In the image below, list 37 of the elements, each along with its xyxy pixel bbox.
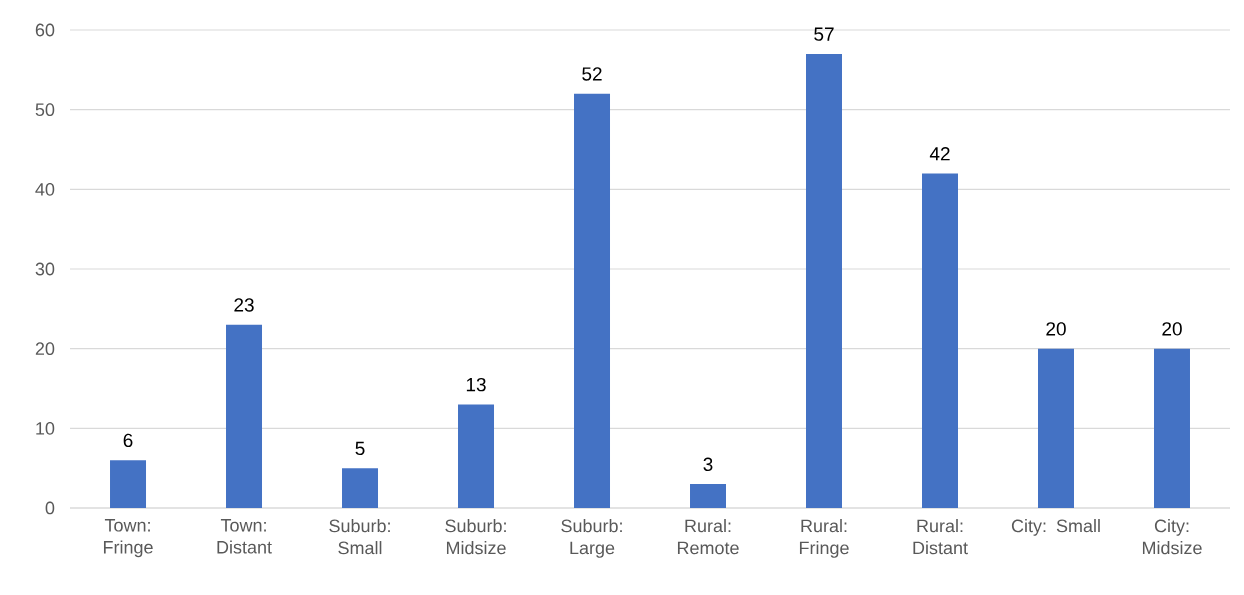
data-label: 13 xyxy=(466,377,486,392)
bar xyxy=(1038,348,1074,508)
y-tick-label: 50 xyxy=(35,103,55,117)
y-tick-label: 10 xyxy=(36,421,55,435)
x-tick-label: Town: Fringe xyxy=(103,519,153,558)
data-label: 57 xyxy=(814,27,834,41)
bar xyxy=(690,484,726,508)
x-tick-label: Rural: Distant xyxy=(913,519,968,555)
x-tick-label: Suburb: Midsize xyxy=(445,519,506,555)
bar xyxy=(806,53,842,508)
bar xyxy=(342,468,379,508)
bar xyxy=(110,460,147,508)
data-label: 5 xyxy=(355,441,365,456)
data-label: 20 xyxy=(1046,322,1066,336)
y-tick-label: 30 xyxy=(35,262,55,276)
x-tick-label: Rural: Fringe xyxy=(799,519,849,558)
bar xyxy=(226,324,263,508)
y-tick-label: 20 xyxy=(35,342,55,356)
x-tick-label: City: Midsize xyxy=(1142,519,1202,555)
x-tick-label: Suburb: Small xyxy=(329,519,390,555)
y-tick-label: 40 xyxy=(35,182,55,196)
x-tick-label: Town: Distant xyxy=(217,519,272,554)
bar xyxy=(1154,348,1190,508)
bar xyxy=(922,173,958,508)
x-tick-label: City: Small xyxy=(1011,519,1100,536)
bar xyxy=(458,404,495,508)
x-tick-label: Rural: Remote xyxy=(677,519,739,555)
bar xyxy=(574,93,611,508)
y-tick-label: 0 xyxy=(45,501,55,515)
data-label: 3 xyxy=(703,457,713,472)
data-label: 52 xyxy=(582,67,602,81)
data-label: 6 xyxy=(123,433,133,448)
x-tick-label: Suburb: Large xyxy=(561,519,622,558)
data-label: 42 xyxy=(929,147,950,161)
y-tick-label: 60 xyxy=(35,23,55,37)
data-label: 23 xyxy=(234,298,254,312)
data-label: 20 xyxy=(1162,322,1182,336)
